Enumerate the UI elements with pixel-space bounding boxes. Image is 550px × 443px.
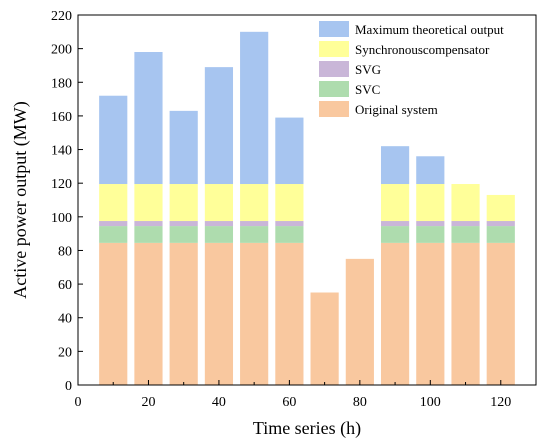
legend-swatch [319, 41, 349, 57]
bar-segment-maximum-theoretical-output [380, 146, 410, 185]
legend-swatch [319, 81, 349, 97]
bar-segment-synchronouscompensator [240, 184, 269, 222]
bar-segment-svg [169, 221, 198, 227]
bar-segment-svg [416, 221, 445, 227]
bar-segment-synchronouscompensator [204, 184, 234, 222]
bar-segment-svc [451, 226, 480, 243]
bar-segment-original-system [380, 242, 410, 385]
bar-segment-svc [240, 226, 269, 243]
y-tick-label: 0 [65, 379, 72, 394]
legend-label: Synchronouscompensator [355, 42, 490, 57]
bar-segment-maximum-theoretical-output [169, 110, 198, 185]
bar-segment-svc [486, 226, 515, 243]
bar-segment-maximum-theoretical-output [416, 156, 445, 185]
bar-segment-maximum-theoretical-output [275, 117, 304, 185]
bars-layer [99, 31, 515, 385]
bar-segment-svg [275, 221, 304, 227]
bar-segment-svc [134, 226, 163, 243]
y-tick-label: 160 [51, 110, 72, 125]
x-tick-label: 120 [490, 395, 511, 410]
bar-segment-svg [486, 221, 515, 227]
bar-segment-maximum-theoretical-output [240, 31, 269, 185]
bar-segment-synchronouscompensator [486, 194, 515, 222]
legend-swatch [319, 101, 349, 117]
y-tick-label: 80 [58, 244, 72, 259]
plot-frame [77, 14, 537, 386]
legend-label: Original system [355, 102, 438, 117]
y-tick-label: 200 [51, 43, 72, 58]
legend: Maximum theoretical output Synchronouscom… [319, 21, 504, 117]
legend-swatch [319, 21, 349, 37]
bar-segment-svc [380, 226, 410, 243]
legend-swatch [319, 61, 349, 77]
bar-segment-original-system [240, 242, 269, 385]
bar-segment-svc [169, 226, 198, 243]
x-axis-title: Time series (h) [253, 418, 361, 439]
x-tick-label: 80 [353, 395, 367, 410]
bar-segment-svc [275, 226, 304, 243]
y-tick-label: 40 [58, 312, 72, 327]
bar-segment-svc [204, 226, 234, 243]
bar-segment-original-system [451, 242, 480, 385]
bar-segment-svc [416, 226, 445, 243]
bar-segment-original-system [169, 242, 198, 385]
legend-label: SVC [355, 82, 380, 97]
y-axis-title: Active power output (MW) [10, 101, 31, 298]
bar-segment-original-system [486, 242, 515, 385]
bar-segment-synchronouscompensator [380, 184, 410, 222]
bar-segment-original-system [99, 242, 128, 385]
y-tick-label: 60 [58, 278, 72, 293]
y-tick-label: 120 [51, 177, 72, 192]
bar-segment-svc [99, 226, 128, 243]
bar-segment-svg [240, 221, 269, 227]
bar-segment-maximum-theoretical-output [134, 52, 163, 185]
bar-segment-svg [134, 221, 163, 227]
x-tick-label: 40 [212, 395, 226, 410]
bar-segment-svg [380, 221, 410, 227]
bar-segment-svg [204, 221, 234, 227]
bar-segment-synchronouscompensator [134, 184, 163, 222]
bar-segment-original-system [416, 242, 445, 385]
bar-segment-original-system [275, 242, 304, 385]
bar-segment-svg [451, 221, 480, 227]
y-tick-label: 140 [51, 144, 72, 159]
x-tick-label: 0 [75, 395, 82, 410]
bar-segment-original-system [134, 242, 163, 385]
legend-label: Maximum theoretical output [355, 22, 504, 37]
bar-segment-synchronouscompensator [169, 184, 198, 222]
bar-segment-original-system [345, 258, 374, 385]
legend-label: SVG [355, 62, 381, 77]
bar-segment-maximum-theoretical-output [99, 95, 128, 185]
x-tick-label: 60 [282, 395, 296, 410]
bar-segment-maximum-theoretical-output [204, 67, 234, 185]
y-tick-label: 220 [51, 9, 72, 24]
bar-segment-original-system [310, 292, 339, 385]
bar-segment-svg [99, 221, 128, 227]
bar-segment-synchronouscompensator [99, 184, 128, 222]
bar-segment-synchronouscompensator [275, 184, 304, 222]
bar-segment-synchronouscompensator [451, 184, 480, 222]
y-tick-label: 180 [51, 76, 72, 91]
y-tick-label: 100 [51, 211, 72, 226]
x-tick-label: 20 [141, 395, 155, 410]
y-tick-label: 20 [58, 345, 72, 360]
x-tick-label: 100 [420, 395, 441, 410]
bar-segment-original-system [204, 242, 234, 385]
axes-layer: 0 20 40 60 80 100 120 140 160 180 200 220 0 20 40 60 80 1… [51, 9, 511, 410]
bar-segment-synchronouscompensator [416, 184, 445, 222]
